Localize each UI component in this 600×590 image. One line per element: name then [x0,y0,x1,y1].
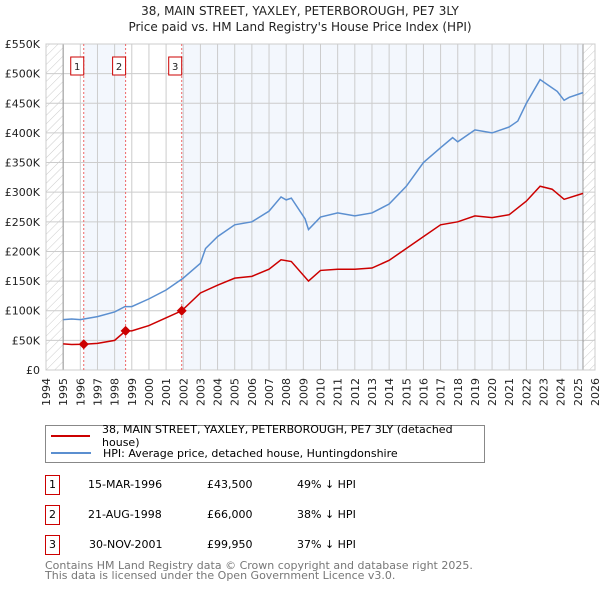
x-tick-label: 2019 [469,378,482,406]
x-tick-label: 1997 [91,378,104,406]
x-tick-label: 2016 [417,378,430,406]
y-tick-label: £300K [5,186,41,199]
x-tick-label: 2001 [160,378,173,406]
shaded-period [83,44,126,370]
legend: 38, MAIN STREET, YAXLEY, PETERBOROUGH, P… [45,423,485,463]
y-tick-label: £400K [5,127,41,140]
x-tick-label: 1996 [74,378,87,406]
x-tick-label: 2023 [538,378,551,406]
no-data-hatch [582,44,595,370]
x-tick-label: 2021 [503,378,516,406]
sale-row: 2 21-AUG-1998 £66,000 38% ↓ HPI [45,505,445,525]
y-tick-label: £350K [5,157,41,170]
sale-hpi-diff: 38% ↓ HPI [297,508,356,521]
x-tick-label: 1994 [40,378,53,406]
x-tick-label: 2002 [177,378,190,406]
y-tick-label: £150K [5,275,41,288]
y-tick-label: £550K [5,38,41,51]
footer: Contains HM Land Registry data © Crown c… [45,559,473,582]
sale-price: £43,500 [207,478,253,491]
legend-label-property: 38, MAIN STREET, YAXLEY, PETERBOROUGH, P… [102,423,453,449]
sale-number: 2 [45,505,60,525]
x-tick-label: 2024 [555,378,568,406]
x-tick-label: 2006 [246,378,259,406]
y-tick-label: £200K [5,245,41,258]
sale-point [176,305,187,316]
x-tick-label: 2020 [486,378,499,406]
legend-label-hpi: HPI: Average price, detached house, Hunt… [103,446,398,460]
x-tick-label: 2014 [383,378,396,406]
sale-point [78,339,89,350]
sale-date: 15-MAR-1996 [88,478,163,491]
x-tick-label: 2010 [315,378,328,406]
hpi-line [63,78,584,321]
x-tick-label: 2017 [435,378,448,406]
y-tick-label: £0 [26,364,40,377]
sale-row: 1 15-MAR-1996 £43,500 49% ↓ HPI [45,475,445,495]
x-tick-label: 2004 [212,378,225,406]
x-tick-label: 1995 [57,378,70,406]
sale-price: £66,000 [207,508,253,521]
sale-number: 3 [45,535,60,555]
legend-swatch-hpi [51,452,91,454]
y-tick-label: £100K [5,305,41,318]
sale-row: 3 30-NOV-2001 £99,950 37% ↓ HPI [45,535,445,555]
x-tick-label: 2008 [280,378,293,406]
sale-label: 1 [74,62,80,73]
sale-date: 30-NOV-2001 [89,538,163,551]
legend-swatch-property [51,435,91,437]
sale-hpi-diff: 49% ↓ HPI [297,478,356,491]
sale-label: 3 [172,62,178,73]
footer-licence: This data is licensed under the Open Gov… [45,569,396,582]
x-tick-label: 2022 [520,378,533,406]
footer-copyright: Contains HM Land Registry data © Crown c… [45,559,473,572]
sale-date: 21-AUG-1998 [88,508,162,521]
sale-label-box [70,56,85,76]
chart-title: 38, MAIN STREET, YAXLEY, PETERBOROUGH, P… [141,4,459,18]
x-tick-label: 2000 [143,378,156,406]
y-tick-label: £50K [12,334,41,347]
sale-hpi-diff: 37% ↓ HPI [297,538,356,551]
no-data-hatch [46,44,64,370]
x-tick-label: 2012 [349,378,362,406]
x-tick-label: 2011 [332,378,345,406]
price-chart: 1994 1995 1996 1997 1998 1999 2000 2001 2002 2003… [5,38,600,406]
x-tick-label: 2013 [366,378,379,406]
x-tick-label: 2025 [572,378,585,406]
y-tick-label: £500K [5,68,41,81]
sale-price: £99,950 [207,538,253,551]
y-tick-label: £450K [5,97,41,110]
sale-number: 1 [45,475,60,495]
x-tick-label: 1998 [109,378,122,406]
sale-label-box [168,56,183,76]
x-tick-label: 2015 [400,378,413,406]
x-tick-label: 2009 [297,378,310,406]
x-tick-label: 2003 [194,378,207,406]
x-tick-label: 1999 [126,378,139,406]
plot-frame [45,43,596,371]
chart-subtitle: Price paid vs. HM Land Registry's House … [128,20,472,34]
x-tick-label: 2005 [229,378,242,406]
y-tick-label: £250K [5,216,41,229]
x-tick-label: 2018 [452,378,465,406]
x-tick-label: 2026 [589,378,600,406]
sale-label-box [112,56,127,76]
sale-label: 2 [116,62,122,73]
sale-point [120,325,131,336]
x-tick-label: 2007 [263,378,276,406]
